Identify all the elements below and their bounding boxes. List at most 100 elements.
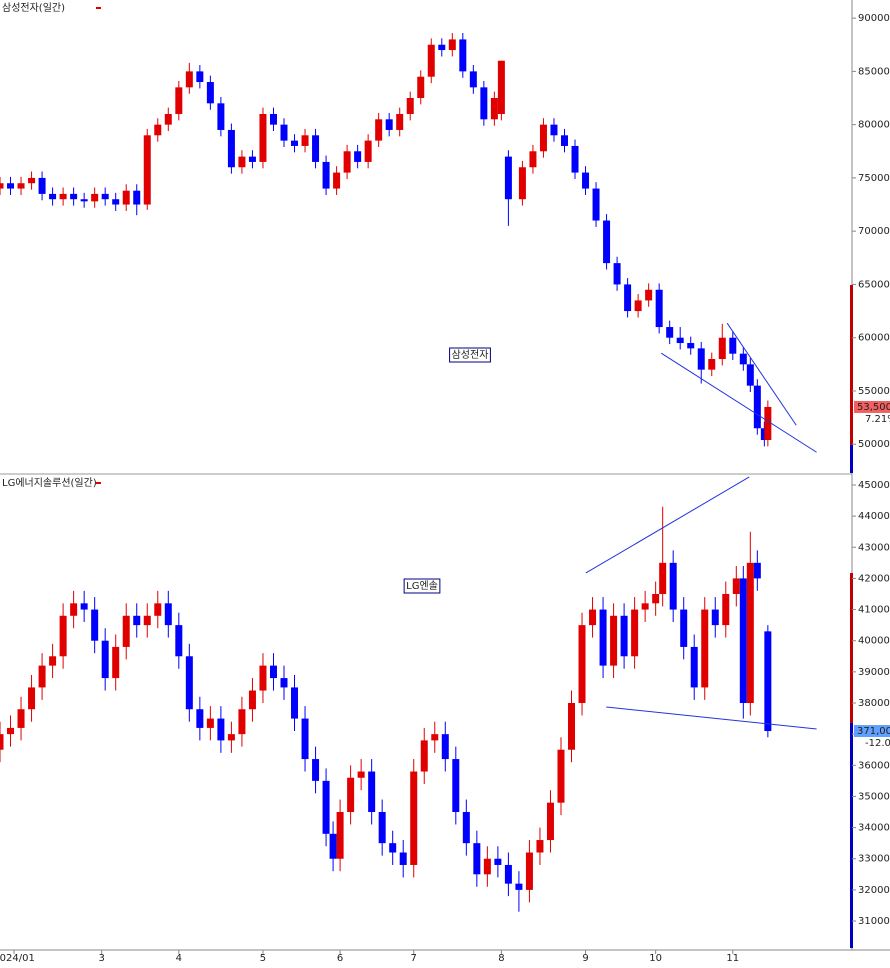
candle-body [112, 646, 120, 679]
candle-body [441, 734, 449, 760]
candle-body [333, 172, 341, 189]
candle-body [490, 98, 498, 120]
candle-body [599, 609, 607, 666]
y-tick-label: 330000 [858, 854, 890, 865]
candle-body [568, 703, 576, 750]
candle-body [122, 190, 130, 205]
candle-body [448, 39, 456, 51]
annotation-box [403, 578, 441, 594]
y-tick-label: 320000 [858, 885, 890, 896]
axis-range-bar [850, 723, 853, 948]
candle-body [385, 119, 393, 130]
candle-body [59, 193, 67, 200]
title-marker [96, 7, 101, 9]
candle-body [504, 864, 512, 884]
candle-body [687, 343, 695, 349]
candle-body [269, 665, 277, 679]
candle-body [70, 603, 78, 616]
x-tick-label: 2024/01 [0, 953, 35, 964]
candle-body [480, 87, 488, 120]
candle-body [431, 734, 439, 741]
candle-body [718, 337, 726, 360]
candle-body [91, 609, 99, 641]
candle-body [343, 151, 351, 173]
candle-body [746, 364, 754, 386]
candle-body [301, 135, 309, 146]
candle-body [70, 193, 78, 200]
candle-body [91, 193, 99, 202]
annotation-box [449, 347, 491, 363]
panel-title: LG에너지솔루션(일간) [2, 477, 97, 489]
candle-body [589, 609, 597, 626]
candle-body [143, 135, 151, 205]
candle-body [375, 119, 383, 141]
trendline [660, 352, 817, 453]
trendline [585, 476, 750, 574]
candle-body [645, 289, 653, 301]
trendline [726, 322, 797, 426]
candle-body [154, 603, 162, 616]
candle-body [732, 578, 740, 594]
candle-body [389, 843, 397, 853]
candle-body [17, 709, 25, 728]
candle-body [38, 177, 46, 194]
candle-body [494, 858, 502, 865]
candle-body [504, 156, 512, 200]
candle-body [550, 124, 558, 136]
candle-body [560, 135, 568, 146]
candle-body [133, 190, 141, 205]
axis-range-bar [850, 445, 853, 473]
candle-body [462, 812, 470, 844]
candle-body [624, 284, 632, 312]
annotation-label: LG엔솔 [406, 580, 438, 592]
y-tick-label: 80000 [858, 120, 890, 131]
change-label: 7.21% [865, 414, 890, 425]
candle-body [753, 385, 761, 429]
candle-body [347, 777, 355, 813]
candle-body [603, 220, 611, 264]
candle-body [417, 76, 425, 99]
x-tick-label: 10 [649, 953, 662, 964]
candle-body [143, 615, 151, 626]
y-tick-label: 350000 [858, 791, 890, 802]
annotation-label: 삼성전자 [452, 349, 489, 361]
candle-body [28, 177, 36, 184]
candle-body [659, 562, 667, 594]
candle-body [655, 289, 663, 328]
y-tick-label: 85000 [858, 66, 890, 77]
candle-body [7, 727, 15, 735]
axis-range-bar [850, 285, 853, 445]
candle-body [764, 631, 772, 732]
y-tick-label: 400000 [858, 636, 890, 647]
x-tick-label: 11 [726, 953, 739, 964]
candle-body [217, 103, 225, 130]
candle-body [185, 656, 193, 710]
candle-body [578, 625, 586, 703]
candle-body [515, 883, 523, 890]
candle-body [248, 690, 256, 710]
candle-body [301, 718, 309, 760]
candle-body [396, 113, 404, 130]
candle-body [217, 718, 225, 741]
candle-body [101, 193, 109, 200]
candle-body [620, 615, 628, 657]
y-tick-label: 440000 [858, 511, 890, 522]
candle-body [206, 82, 214, 104]
candle-body [101, 640, 109, 679]
candle-body [753, 562, 761, 579]
x-tick-label: 3 [98, 953, 104, 964]
candle-body [185, 71, 193, 88]
y-tick-label: 380000 [858, 698, 890, 709]
candle-body [459, 39, 467, 72]
candle-body [711, 609, 719, 626]
candle-body [497, 60, 505, 114]
title-marker [96, 482, 101, 484]
candle-body [669, 562, 677, 610]
y-tick-label: 50000 [858, 439, 890, 450]
candle-body [652, 593, 660, 604]
candle-body [406, 98, 414, 114]
candle-body [557, 749, 565, 803]
